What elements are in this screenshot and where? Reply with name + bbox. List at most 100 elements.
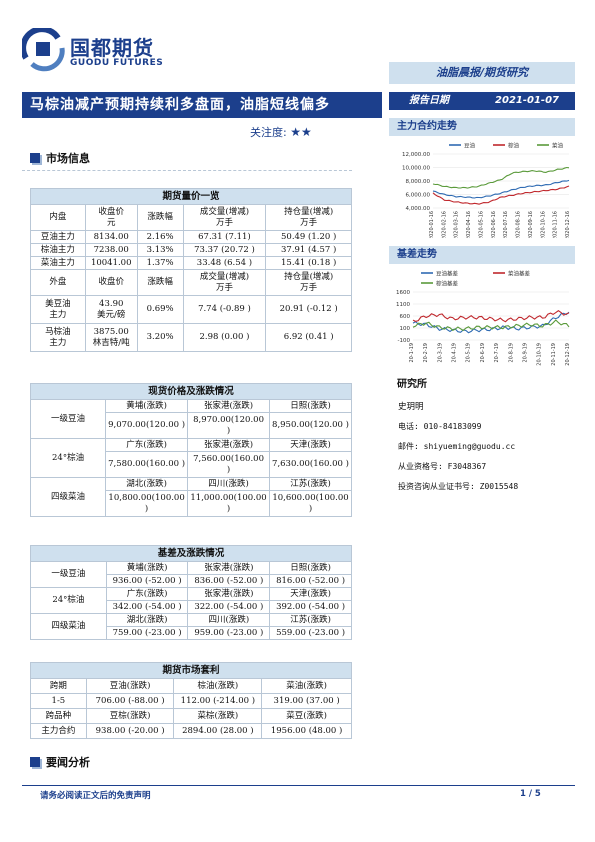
table-cell: 3875.00 林吉特/吨 xyxy=(84,323,138,352)
report-date-value: 2021-01-07 xyxy=(495,95,559,106)
attention-rating: 关注度: ★★ xyxy=(250,124,312,140)
logo-en-text: GUODU FUTURES xyxy=(70,58,164,68)
product-name: 24°棕油 xyxy=(30,587,107,614)
table-cell: 2.98 (0.00 ) xyxy=(182,323,267,352)
x-tick-label: 20-5-19 xyxy=(466,343,472,363)
table-cell: 菜豆(涨跌) xyxy=(261,708,352,724)
x-tick-label: 20-9-19 xyxy=(522,343,528,363)
table-cell: 759.00 (-23.00 ) xyxy=(105,626,189,640)
analyst-email[interactable]: 邮件: shiyueming@guodu.cc xyxy=(398,442,516,451)
table-cell: 8,970.00(120.00) xyxy=(187,412,271,439)
table-cell: 938.00 (-20.00 ) xyxy=(85,723,175,739)
legend-label: 棕油基差 xyxy=(436,280,459,288)
table-cell: 豆油主力 xyxy=(30,230,86,244)
table-header-row: 外盘 收盘价 涨跌幅 成交量(增减) 万手 持仓量(增减) 万手 xyxy=(30,269,352,296)
table-cell: 0.69% xyxy=(136,295,184,324)
series-line-2 xyxy=(412,310,570,323)
column-header: 持仓量(增减) 万手 xyxy=(265,269,352,296)
table-cell: 322.00 (-54.00 ) xyxy=(187,600,271,614)
x-tick-label: 2020-06-16 xyxy=(491,211,497,238)
table-cell: 1-5 xyxy=(30,693,87,709)
table-title-row: 现货价格及涨跌情况 xyxy=(30,383,352,400)
product-name: 24°棕油 xyxy=(29,438,107,478)
table-title: 基差及涨跌情况 xyxy=(30,545,352,562)
x-tick-label: 20-6-19 xyxy=(480,343,486,363)
region-header: 江苏(涨跌) xyxy=(269,477,352,491)
report-title: 马棕油减产预期持续利多盘面，油脂短线偏多 xyxy=(22,92,382,118)
arbitrage-table: 期货市场套利 跨期 豆油(涨跌) 棕油(涨跌) 菜油(涨跌) 1-5 706.00 (-88… xyxy=(30,662,352,739)
table-cell: 8,950.00(120.00 ) xyxy=(269,412,352,439)
region-header: 湖北(涨跌) xyxy=(105,613,189,627)
table-cell: 棕油(涨跌) xyxy=(173,678,263,694)
y-tick-label: 100 xyxy=(400,326,411,332)
table-row: 9,070.00(120.00 ) 8,970.00(120.00) 8,950.0… xyxy=(31,412,352,439)
table-cell: 10,600.00(100.00) xyxy=(269,490,352,517)
report-date-bar: 报告日期 2021-01-07 xyxy=(389,92,575,110)
institute-heading: 研究所 xyxy=(389,376,575,394)
region-header: 张家港(涨跌) xyxy=(187,438,271,452)
series-line-1 xyxy=(432,179,570,199)
main-contract-chart: 12,000.00 10,000.00 8,000.00 6,000.00 4,000.… xyxy=(402,142,571,239)
table-title: 期货量价一览 xyxy=(30,188,352,205)
table-cell: 马棕油 主力 xyxy=(30,323,86,352)
table-cell: 73.37 (20.72 ) xyxy=(182,243,267,257)
table-cell: 836.00 (-52.00 ) xyxy=(187,574,271,588)
table-title: 现货价格及涨跌情况 xyxy=(30,383,352,400)
table-row: 棕油主力 7238.00 3.13% 73.37 (20.72 ) 37.91 (4.5… xyxy=(30,243,352,257)
region-header: 张家港(涨跌) xyxy=(187,587,271,601)
table-row: 342.00 (-54.00 ) 322.00 (-54.00 ) 392.00 (… xyxy=(31,600,352,614)
table-cell: 7,560.00(160.00) xyxy=(187,451,271,478)
region-header: 黄埔(涨跌) xyxy=(105,399,189,413)
table-cell: 112.00 (-214.00 ) xyxy=(173,693,263,709)
x-tick-label: 20-12-19 xyxy=(565,343,571,366)
x-tick-label: 20-11-19 xyxy=(551,343,557,366)
series-line-3 xyxy=(432,166,570,189)
table-header-row: 跨期 豆油(涨跌) 棕油(涨跌) 菜油(涨跌) xyxy=(30,678,352,694)
legend-label: 菜油基差 xyxy=(508,270,531,278)
table-cell: 67.31 (7.11) xyxy=(182,230,267,244)
x-tick-label: 20-8-19 xyxy=(508,343,514,363)
table-cell: 2894.00 (28.00 ) xyxy=(173,723,263,739)
table-cell: 2.16% xyxy=(136,230,184,244)
table-cell: 11,000.00(100.00) xyxy=(187,490,271,517)
analyst-phone: 电话: 010-84183099 xyxy=(398,422,482,431)
table-cell: 20.91 (-0.12 ) xyxy=(265,295,352,324)
footer-disclaimer[interactable]: 请务必阅读正文后的免责声明 xyxy=(40,791,151,801)
x-tick-label: 2020-11-16 xyxy=(553,211,559,238)
attention-stars: ★★ xyxy=(290,125,312,139)
table-title-row: 期货量价一览 xyxy=(30,188,352,205)
attention-label: 关注度: xyxy=(250,126,287,139)
x-tick-label: 2020-07-16 xyxy=(503,211,509,238)
table-cell: 50.49 (1.20 ) xyxy=(265,230,352,244)
legend-label: 豆油 xyxy=(464,142,476,150)
table-row: 759.00 (-23.00 ) 959.00 (-23.00 ) 559.00 (… xyxy=(31,626,352,640)
table-header-row: 24°棕油 广东(涨跌) 张家港(涨跌) 天津(涨跌) xyxy=(30,587,352,614)
table-cell: 跨期 xyxy=(30,678,87,694)
table-header-row: 一级豆油 黄埔(涨跌) 张家港(涨跌) 日照(涨跌) xyxy=(30,561,352,588)
company-logo: 国都期货 GUODU FUTURES xyxy=(22,28,182,74)
region-header: 张家港(涨跌) xyxy=(187,399,271,413)
x-tick-label: 20-2-19 xyxy=(423,343,429,363)
table-cell: 7,580.00(160.00 ) xyxy=(105,451,189,478)
region-header: 张家港(涨跌) xyxy=(187,561,271,575)
region-header: 日照(涨跌) xyxy=(269,561,352,575)
table-cell: 936.00 (-52.00 ) xyxy=(105,574,189,588)
table-row: 1-5 706.00 (-88.00 ) 112.00 (-214.00 ) 319.… xyxy=(30,693,352,709)
region-header: 四川(涨跌) xyxy=(187,477,271,491)
basis-trend-heading: 基差走势 xyxy=(389,246,575,264)
logo-mark-icon xyxy=(22,28,65,72)
table-header-row: 内盘 收盘价元涨跌幅 成交量(增减) 万手 持仓量(增减) 万手 xyxy=(30,204,352,231)
table-cell: 37.91 (4.57 ) xyxy=(265,243,352,257)
column-header: 成交量(增减) 万手 xyxy=(182,204,267,231)
x-tick-label: 20-4-19 xyxy=(452,343,458,363)
y-tick-label: 1600 xyxy=(396,290,410,296)
table-header-row: 一级豆油 黄埔(涨跌) 张家港(涨跌) 日照(涨跌) xyxy=(29,399,352,439)
table-cell: 1.37% xyxy=(136,256,184,270)
table-cell: 10,800.00(100.00 ) xyxy=(105,490,189,517)
futures-price-table: 期货量价一览 内盘 收盘价元涨跌幅 成交量(增减) 万手 持仓量(增减) 万手 豆油主力 813… xyxy=(30,188,352,352)
region-header: 湖北(涨跌) xyxy=(105,477,189,491)
x-tick-label: 2020-12-16 xyxy=(565,211,571,238)
table-row: 马棕油 主力 3875.00 林吉特/吨 3.20% 2.98 (0.00 ) 6.92 (… xyxy=(30,323,352,352)
table-header-row: 四级菜油 湖北(涨跌) 四川(涨跌) 江苏(涨跌) xyxy=(29,477,352,517)
table-cell: 816.00 (-52.00 ) xyxy=(269,574,352,588)
